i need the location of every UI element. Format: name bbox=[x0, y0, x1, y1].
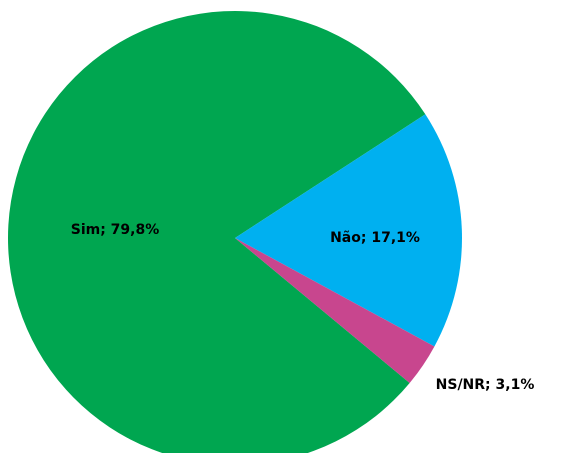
data-label: Sim; 79,8% bbox=[71, 222, 160, 238]
data-label: Não; 17,1% bbox=[330, 230, 420, 246]
pie-slice bbox=[235, 114, 462, 347]
pie-slice bbox=[235, 238, 435, 384]
data-label: NS/NR; 3,1% bbox=[436, 377, 535, 393]
pie-slice bbox=[8, 11, 426, 453]
